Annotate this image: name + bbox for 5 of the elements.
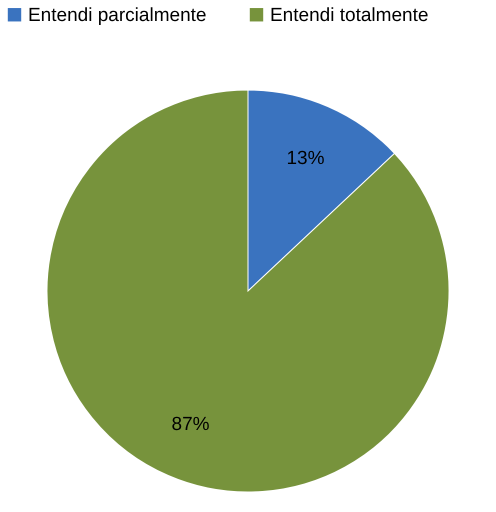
pie-slice [46, 90, 450, 492]
data-label: 13% [286, 148, 325, 170]
data-label: 87% [172, 414, 210, 435]
legend-label: Entendi totalmente [270, 4, 428, 26]
legend-label: Entendi parcialmente [28, 4, 206, 26]
